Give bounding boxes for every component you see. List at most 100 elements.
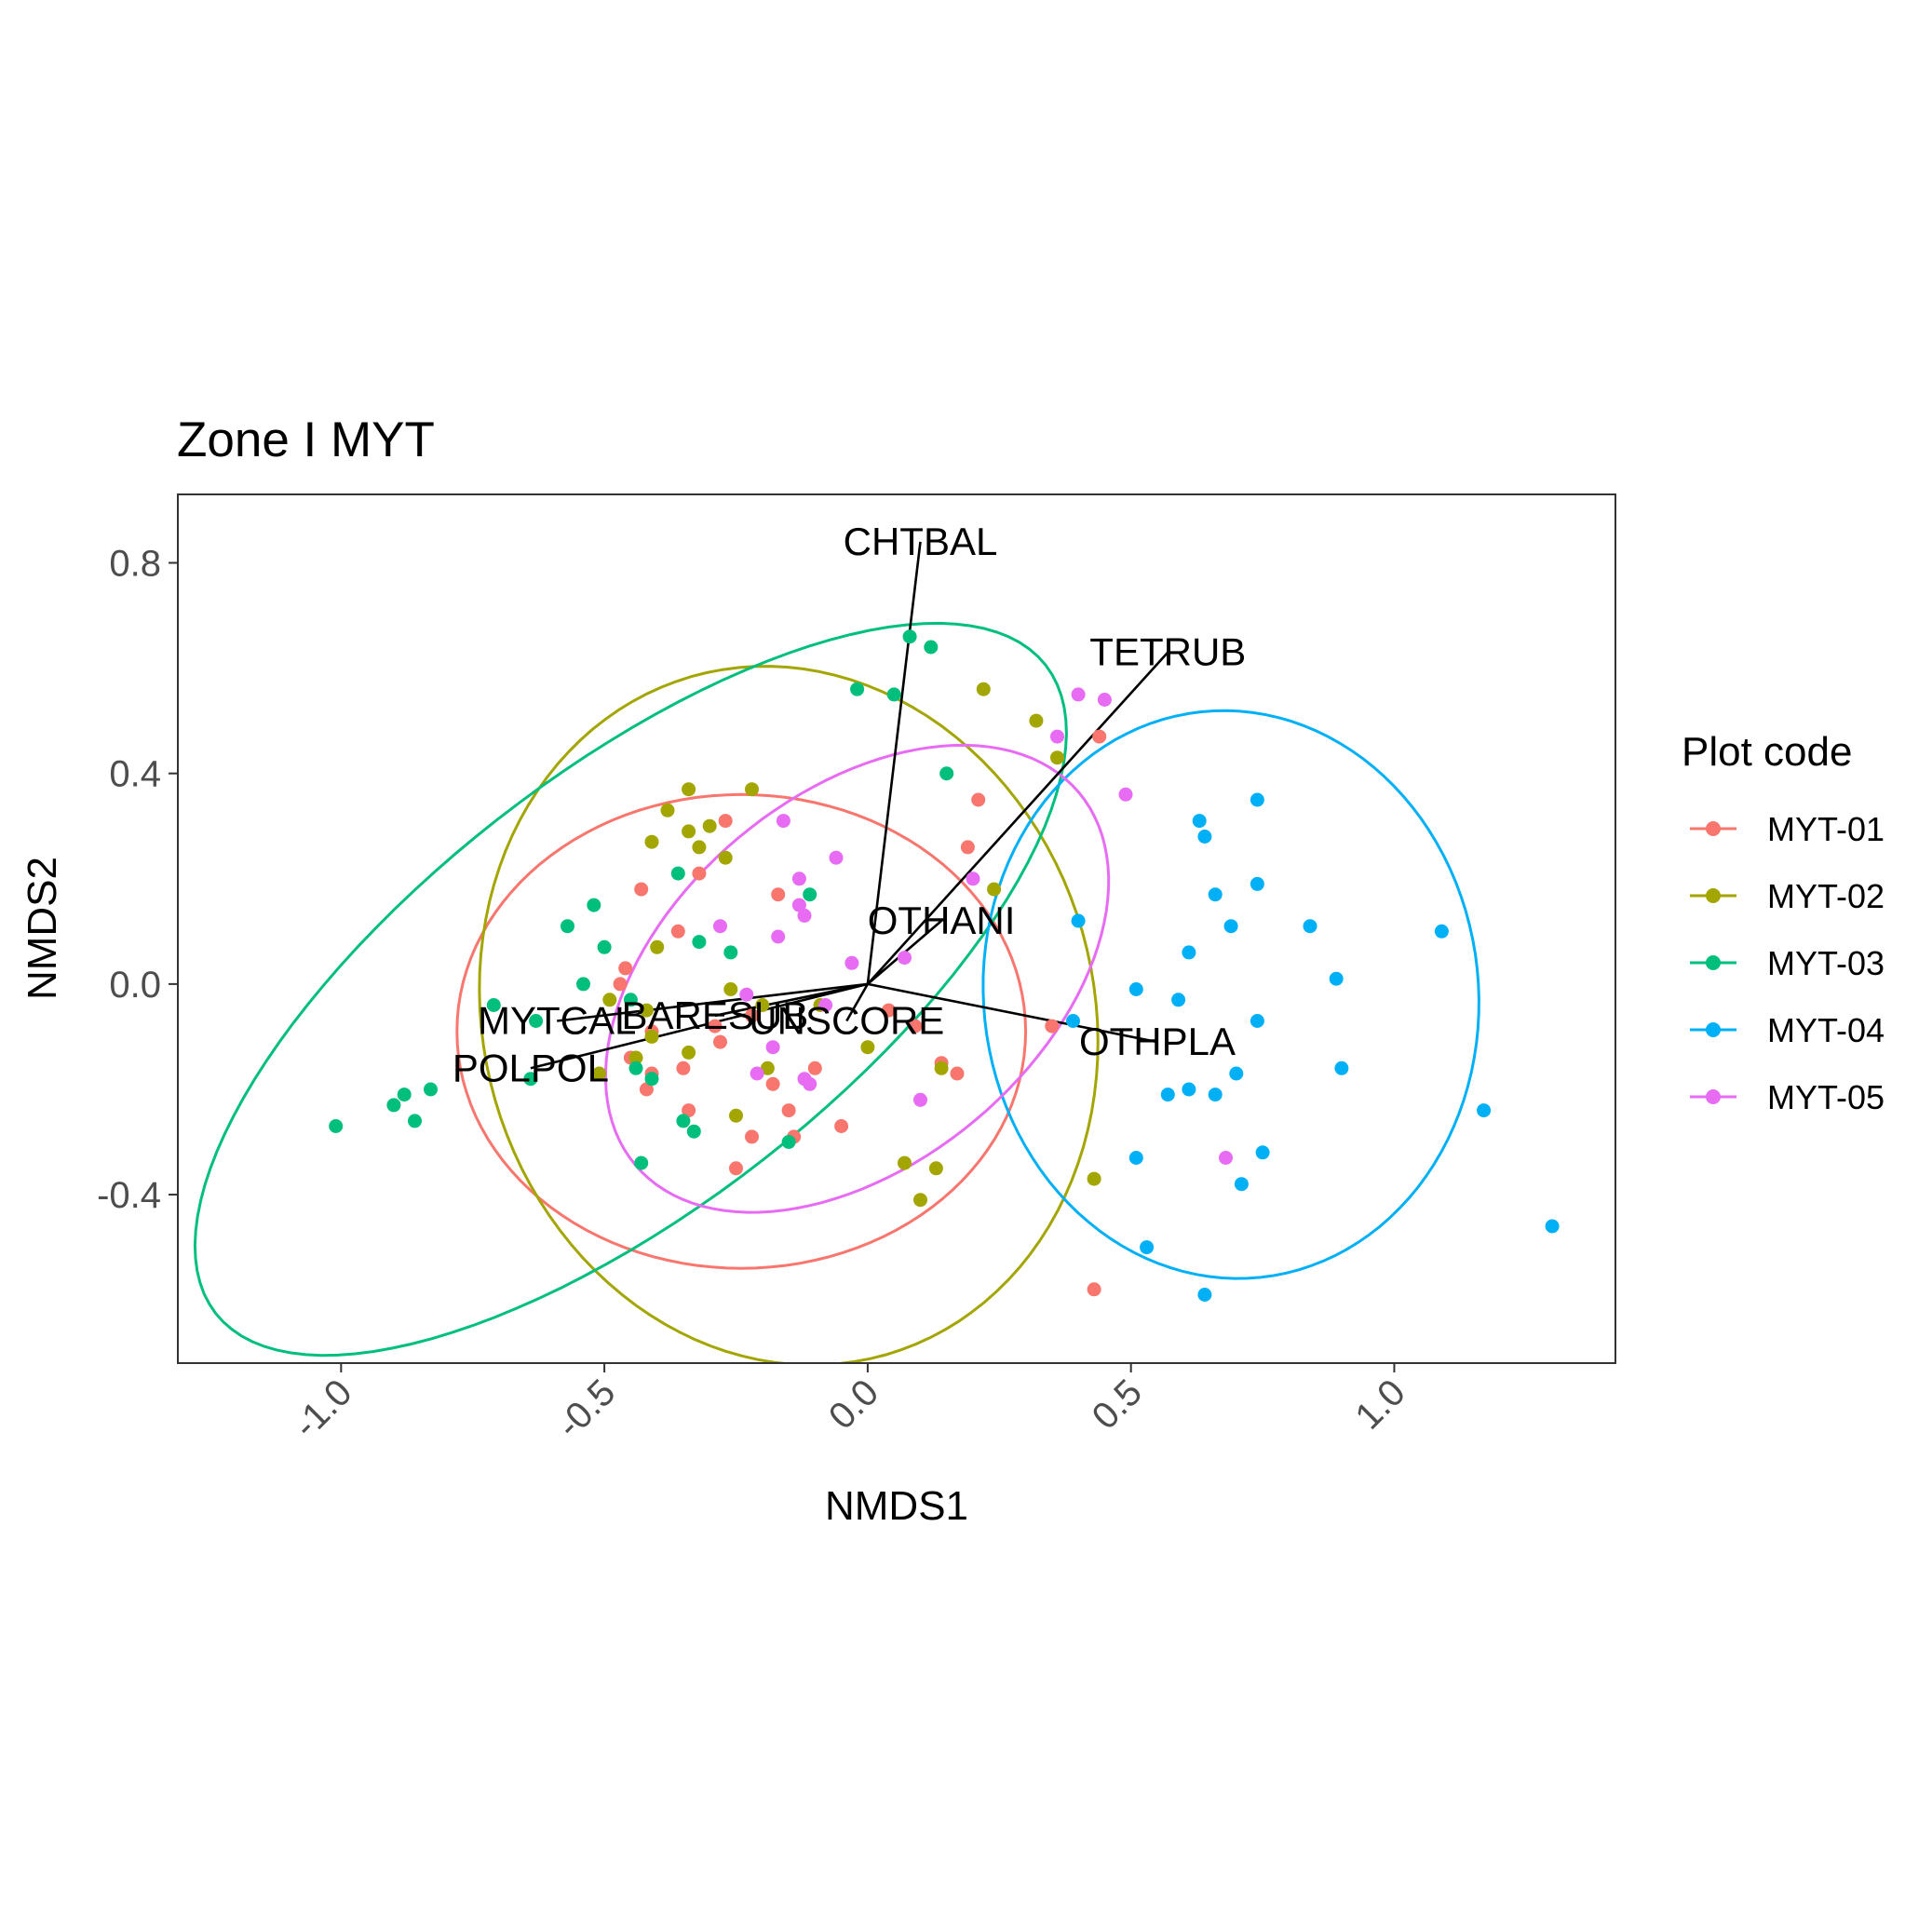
point-myt-05 [739,987,754,1002]
point-myt-02 [1087,1171,1101,1186]
point-myt-02 [628,1050,643,1065]
point-myt-04 [1250,1014,1264,1028]
x-axis: -1.0 -0.5 0.0 0.5 1.0 [286,1363,1413,1446]
confidence-ellipses [193,621,1480,1363]
x-tick-label: 0.0 [821,1371,886,1437]
point-myt-03 [886,687,901,702]
legend-label-myt-04: MYT-04 [1767,1011,1885,1049]
y-axis-title: NMDS2 [20,857,65,1000]
point-myt-01 [908,1019,923,1034]
point-myt-01 [745,1129,759,1144]
ellipse-myt-03 [193,621,1068,1358]
legend-key-point-myt-05 [1706,1089,1721,1104]
legend-key-point-myt-03 [1706,955,1721,970]
point-myt-03 [529,1014,544,1028]
y-tick-label: 0.4 [109,754,161,795]
point-myt-02 [702,818,717,833]
point-myt-01 [708,1019,723,1034]
point-myt-02 [745,782,759,797]
point-myt-05 [1097,693,1112,707]
point-myt-03 [329,1119,344,1133]
point-myt-01 [618,961,633,976]
ellipse-myt-04 [981,709,1480,1280]
point-myt-05 [818,998,833,1012]
point-myt-02 [682,1045,696,1060]
point-myt-02 [644,834,659,849]
point-myt-03 [523,1072,538,1087]
point-myt-01 [971,792,986,807]
vector-mytcal [557,982,869,1022]
vector-label-othani: OTHANI [868,898,1016,942]
point-myt-02 [1029,713,1044,728]
point-myt-04 [1477,1103,1492,1118]
legend-key-point-myt-01 [1706,821,1721,836]
legend-key-point-myt-04 [1706,1022,1721,1037]
point-myt-03 [692,935,707,950]
point-myt-03 [561,919,574,934]
x-axis-title: NMDS1 [825,1483,968,1529]
point-myt-05 [1050,729,1064,744]
point-myt-01 [1045,1019,1060,1034]
point-myt-05 [1219,1151,1233,1165]
point-myt-04 [1250,876,1264,891]
vector-label-mytcal: MYTCAL [478,999,636,1043]
vector-label-unscore: UNSCORE [749,999,944,1043]
point-myt-04 [1140,1240,1155,1255]
point-myt-04 [1229,1066,1244,1081]
legend-label-myt-03: MYT-03 [1767,944,1885,982]
point-myt-04 [1329,971,1344,986]
point-myt-05 [844,955,859,970]
point-myt-04 [1128,1151,1143,1165]
vector-label-chtbal: CHTBAL [844,520,998,563]
legend-label-myt-05: MYT-05 [1767,1078,1885,1116]
point-myt-04 [1128,982,1143,996]
vector-chtbal [866,541,922,985]
point-myt-04 [1234,1177,1249,1192]
point-myt-04 [1066,1014,1080,1028]
point-myt-02 [718,850,733,865]
point-myt-05 [797,908,812,923]
point-myt-03 [902,629,917,644]
point-myt-01 [807,1061,822,1075]
y-tick-label: -0.4 [97,1175,161,1216]
point-myt-05 [1118,787,1133,802]
point-myt-02 [987,882,1002,897]
point-myt-04 [1197,1288,1212,1302]
point-myt-03 [628,1061,643,1075]
sample-points [329,629,1560,1302]
point-myt-04 [1197,830,1212,844]
vector-othpla [867,982,1158,1044]
point-myt-02 [729,1108,743,1123]
legend-label-myt-02: MYT-02 [1767,877,1885,915]
point-myt-02 [644,1029,659,1044]
point-myt-05 [771,929,786,944]
vector-polpol [530,982,869,1070]
point-myt-03 [623,993,638,1007]
point-myt-03 [587,898,601,912]
vector-label-baresub: BARESUB [622,993,809,1037]
x-tick-label: -1.0 [286,1371,360,1446]
y-tick-label: 0.8 [109,544,161,585]
point-myt-02 [913,1193,927,1208]
point-myt-04 [1545,1219,1560,1234]
legend-title: Plot code [1682,729,1852,775]
point-myt-02 [639,1003,654,1018]
point-myt-03 [386,1098,401,1113]
point-myt-03 [576,977,590,992]
vector-unscore [845,983,870,1022]
point-myt-03 [939,766,954,781]
point-myt-03 [723,945,738,960]
point-myt-01 [960,840,975,855]
point-myt-05 [898,951,912,966]
point-myt-02 [934,1061,949,1075]
legend-items: MYT-01 MYT-02 MYT-03 MYT-04 MYT-05 [1690,810,1885,1116]
point-myt-04 [1223,919,1238,934]
point-myt-01 [613,977,628,992]
point-myt-02 [760,1061,775,1075]
point-myt-02 [755,998,770,1012]
point-myt-03 [397,1088,412,1102]
species-vectors [530,541,1169,1070]
point-myt-02 [682,824,696,839]
